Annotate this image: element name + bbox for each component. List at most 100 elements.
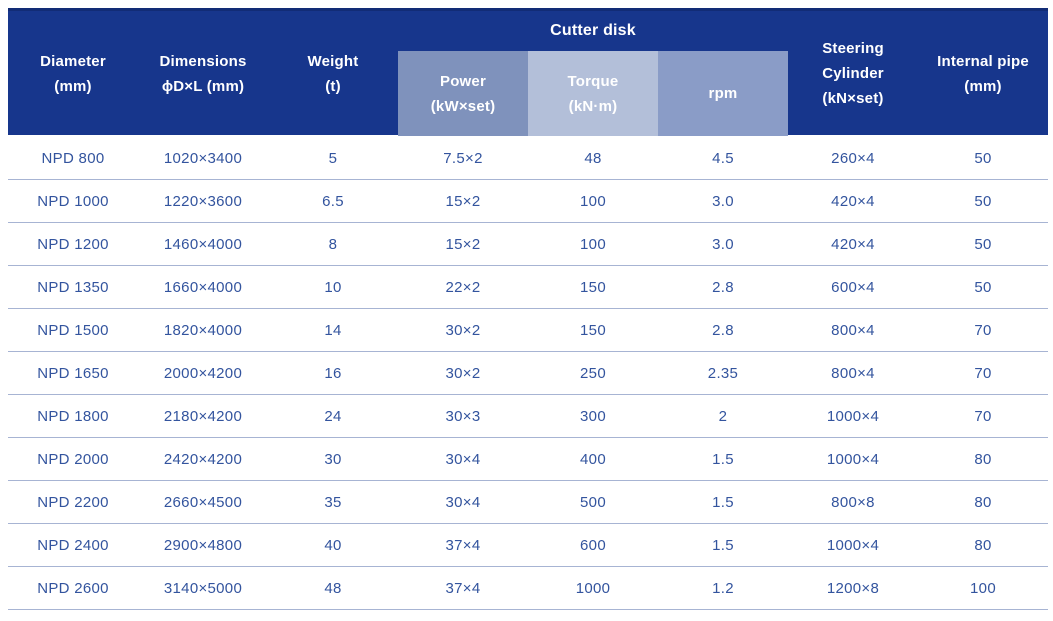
table-row: NPD 2600 3140×5000 48 37×4 1000 1.2 1200×8 100 [8,567,1048,610]
table-cell: 50 [974,235,992,253]
header-diameter-line1: Diameter [40,52,106,70]
header-torque-line1: Torque [567,72,619,90]
table-cell: 500 [580,493,606,511]
table-cell: 150 [580,278,606,296]
table-cell: NPD 1650 [37,364,109,382]
table-cell: 50 [974,278,992,296]
table-cell: 2900×4800 [163,536,243,554]
table-cell: 15×2 [445,235,481,253]
table-cell: 50 [974,149,992,167]
table-cell: 1000×4 [826,536,880,554]
table-cell: 400 [580,450,606,468]
header-power-line1: Power [439,72,486,90]
header-torque: Torque (kN·m) [528,51,658,136]
table-cell: NPD 2000 [37,450,109,468]
header-diameter: Diameter (mm) [8,11,138,136]
table-cell: 30×2 [445,364,481,382]
table-cell: 30×4 [445,493,481,511]
table-row: NPD 1800 2180×4200 24 30×3 300 2 1000×4 70 [8,395,1048,438]
table-cell: 2.8 [712,278,734,296]
table-cell: NPD 2400 [37,536,109,554]
table-cell: 30 [324,450,342,468]
table-cell: 420×4 [831,192,875,210]
table-row: NPD 2400 2900×4800 40 37×4 600 1.5 1000×4 80 [8,524,1048,567]
table-cell: 7.5×2 [443,149,483,167]
table-cell: 4.5 [712,149,734,167]
table-cell: 80 [974,450,992,468]
table-cell: 1000 [575,579,611,597]
table-cell: 800×8 [831,493,875,511]
table-cell: 35 [324,493,342,511]
table-cell: 10 [324,278,342,296]
table-cell: 1000×4 [826,407,880,425]
table-cell: 6.5 [322,192,344,210]
table-cell: 30×2 [445,321,481,339]
table-row: NPD 1500 1820×4000 14 30×2 150 2.8 800×4 70 [8,309,1048,352]
header-rpm-line1: rpm [708,85,738,102]
table-row: NPD 800 1020×3400 5 7.5×2 48 4.5 260×4 50 [8,137,1048,180]
table-row: NPD 1000 1220×3600 6.5 15×2 100 3.0 420×4 50 [8,180,1048,223]
header-internal-pipe-line2: (mm) [964,77,1002,95]
table-cell: 1200×8 [826,579,880,597]
table-row: NPD 1650 2000×4200 16 30×2 250 2.35 800×4 70 [8,352,1048,395]
table-cell: 1220×3600 [163,192,243,210]
header-internal-pipe-line1: Internal pipe [937,52,1029,70]
table-cell: 16 [324,364,342,382]
table-cell: 70 [974,321,992,339]
header-power-line2: (kW×set) [430,97,496,115]
table-cell: 1.5 [712,536,734,554]
table-cell: 40 [324,536,342,554]
table-cell: 2000×4200 [163,364,243,382]
header-cutter-disk-group: Cutter disk [550,22,636,39]
table-cell: 250 [580,364,606,382]
table-cell: NPD 1800 [37,407,109,425]
table-cell: 420×4 [831,235,875,253]
table-cell: 80 [974,493,992,511]
table-cell: 37×4 [445,579,481,597]
header-dimensions-line2: ϕD×L (mm) [161,77,245,95]
table-cell: 70 [974,407,992,425]
table-cell: 22×2 [445,278,481,296]
table-cell: 100 [580,192,606,210]
table-cell: NPD 2600 [37,579,109,597]
table-cell: 800×4 [831,364,875,382]
header-weight: Weight (t) [268,11,398,136]
table-cell: 1000×4 [826,450,880,468]
header-dimensions-line1: Dimensions [159,52,247,70]
table-cell: 70 [974,364,992,382]
table-cell: NPD 1350 [37,278,109,296]
table-cell: 14 [324,321,342,339]
table-cell: 1820×4000 [163,321,243,339]
table-cell: 24 [324,407,342,425]
table-cell: 150 [580,321,606,339]
table-cell: 100 [580,235,606,253]
table-cell: 30×3 [445,407,481,425]
header-diameter-line2: (mm) [54,77,92,95]
table-cell: NPD 1000 [37,192,109,210]
table-cell: 8 [328,235,338,253]
header-steering-line2: Cylinder [822,65,884,82]
table-cell: 1.2 [712,579,734,597]
table-cell: 1020×3400 [163,149,243,167]
header-power: Power (kW×set) [398,51,528,136]
table-row: NPD 2200 2660×4500 35 30×4 500 1.5 800×8 80 [8,481,1048,524]
table-cell: 37×4 [445,536,481,554]
table-cell: 48 [324,579,342,597]
header-internal-pipe: Internal pipe (mm) [918,11,1048,136]
table-cell: 2 [718,407,728,425]
table-cell: 300 [580,407,606,425]
table-row: NPD 1350 1660×4000 10 22×2 150 2.8 600×4 50 [8,266,1048,309]
table-cell: 80 [974,536,992,554]
table-cell: 800×4 [831,321,875,339]
table-cell: 30×4 [445,450,481,468]
header-dimensions: Dimensions ϕD×L (mm) [138,11,268,136]
table-cell: 1460×4000 [163,235,243,253]
table-row: NPD 1200 1460×4000 8 15×2 100 3.0 420×4 50 [8,223,1048,266]
table-cell: 3.0 [712,192,734,210]
spec-table: Diameter (mm) Dimensions ϕD×L (mm) Weigh… [8,8,1048,610]
table-cell: 600 [580,536,606,554]
table-cell: 48 [584,149,602,167]
table-cell: NPD 800 [41,149,105,167]
table-cell: 2180×4200 [163,407,243,425]
